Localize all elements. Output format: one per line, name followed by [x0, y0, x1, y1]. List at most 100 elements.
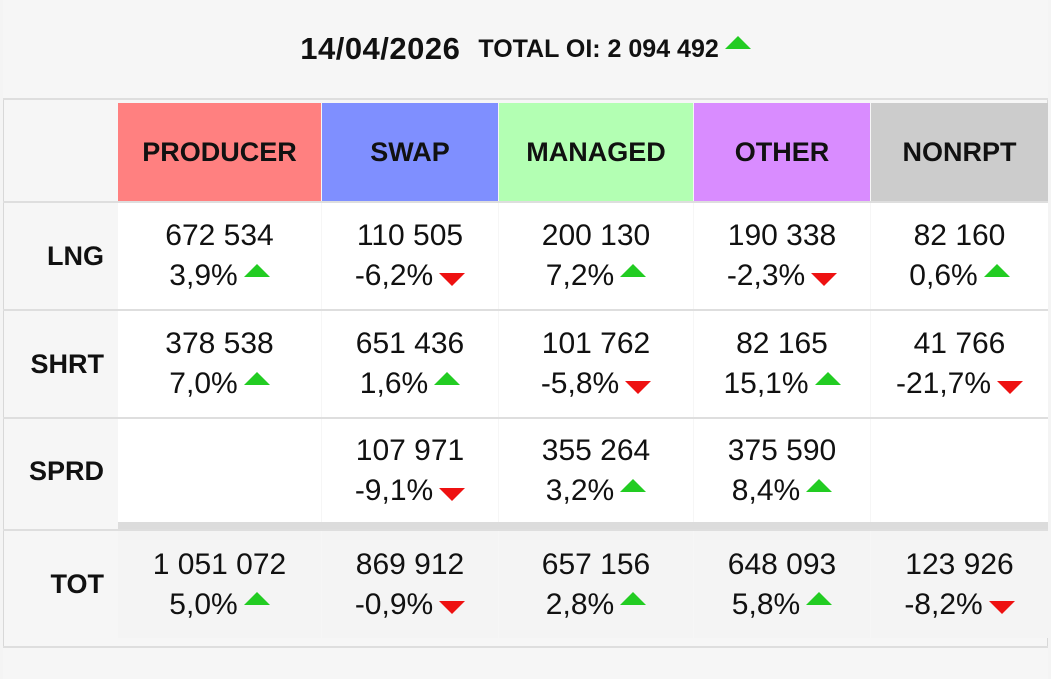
- table-cell: 110 505 -6,2%: [322, 203, 498, 309]
- cell-change: 5,8%: [731, 585, 833, 625]
- trend-up-icon: [243, 371, 270, 385]
- cell-change: 8,4%: [731, 471, 833, 511]
- cell-change: -21,7%: [895, 364, 1024, 404]
- row-divider: [3, 201, 1048, 203]
- total-separator: [118, 522, 1048, 529]
- table-cell: 82 160 0,6%: [871, 203, 1048, 309]
- table-cell: 101 762 -5,8%: [499, 311, 693, 417]
- table-cell: 107 971 -9,1%: [322, 419, 498, 523]
- column-header-managed: MANAGED: [499, 103, 693, 201]
- change-percent: -5,8%: [540, 367, 620, 400]
- trend-up-icon: [620, 478, 647, 492]
- report-header: 14/04/2026 TOTAL OI: 2 094 492: [3, 0, 1048, 100]
- row-divider: [3, 309, 1048, 311]
- cell-value: 648 093: [727, 547, 837, 581]
- row-divider: [3, 529, 1048, 531]
- table-cell: 869 912 -0,9%: [322, 531, 498, 638]
- change-percent: 2,8%: [545, 587, 615, 621]
- row-label-lng: LNG: [47, 240, 104, 271]
- row-label-sprd: SPRD: [28, 455, 104, 486]
- cell-change: 0,6%: [909, 256, 1010, 296]
- cell-value: 1 051 072: [152, 547, 287, 581]
- row-label-tot: TOT: [50, 569, 105, 599]
- cell-change: 15,1%: [723, 364, 841, 404]
- table-cell: 82 165 15,1%: [694, 311, 870, 417]
- change-percent: -9,1%: [354, 474, 434, 507]
- table-cell: 648 093 5,8%: [694, 531, 870, 638]
- trend-down-icon: [997, 380, 1024, 394]
- change-percent: -8,2%: [904, 587, 983, 621]
- footer-bar: [3, 646, 1048, 679]
- change-percent: 5,8%: [731, 587, 801, 621]
- change-percent: -0,9%: [354, 587, 434, 621]
- cell-change: 3,9%: [169, 256, 270, 296]
- row-label-shrt: SHRT: [30, 348, 105, 379]
- trend-down-icon: [439, 272, 466, 286]
- cell-change: -9,1%: [354, 471, 466, 511]
- change-percent: 3,9%: [169, 259, 238, 292]
- cell-change: -2,3%: [726, 256, 838, 296]
- table-cell: [118, 419, 321, 523]
- cell-value: 107 971: [355, 434, 465, 467]
- cell-value: 378 538: [165, 327, 274, 360]
- table-cell: 657 156 2,8%: [499, 531, 693, 638]
- trend-up-icon: [724, 35, 751, 49]
- cell-value: 355 264: [541, 434, 651, 467]
- cell-value: 190 338: [727, 219, 837, 252]
- trend-up-icon: [806, 592, 833, 606]
- table-cell: 651 436 1,6%: [322, 311, 498, 417]
- change-percent: 3,2%: [545, 474, 615, 507]
- total-oi: TOTAL OI: 2 094 492: [478, 34, 719, 63]
- column-header-other: OTHER: [694, 103, 870, 201]
- change-percent: 1,6%: [359, 367, 429, 400]
- table-cell: 378 538 7,0%: [118, 311, 321, 417]
- cell-value: 672 534: [165, 219, 274, 252]
- table-cell: 672 534 3,9%: [118, 203, 321, 309]
- trend-up-icon: [620, 592, 647, 606]
- cell-value: 375 590: [727, 434, 837, 467]
- cell-change: -8,2%: [904, 585, 1015, 625]
- table-cell: 1 051 072 5,0%: [118, 531, 321, 638]
- change-percent: -2,3%: [726, 259, 806, 292]
- cell-change: 7,2%: [545, 256, 647, 296]
- table-cell: 123 926 -8,2%: [871, 531, 1048, 638]
- cell-value: 869 912: [355, 547, 465, 581]
- cell-value: 657 156: [541, 547, 651, 581]
- cell-change: 2,8%: [545, 585, 647, 625]
- change-percent: 7,0%: [169, 367, 238, 400]
- change-percent: -21,7%: [895, 367, 992, 400]
- change-percent: 8,4%: [731, 474, 801, 507]
- trend-up-icon: [243, 263, 270, 277]
- row-divider: [3, 417, 1048, 419]
- cell-value: 651 436: [355, 327, 465, 360]
- change-percent: 15,1%: [723, 367, 809, 400]
- trend-down-icon: [625, 380, 652, 394]
- report-date: 14/04/2026: [300, 31, 461, 66]
- change-percent: 5,0%: [169, 587, 238, 621]
- trend-down-icon: [988, 601, 1015, 615]
- trend-down-icon: [439, 487, 466, 501]
- cell-change: -0,9%: [354, 585, 466, 625]
- cell-value: 123 926: [905, 547, 1014, 581]
- column-header-producer: PRODUCER: [118, 103, 321, 201]
- cell-value: 101 762: [541, 327, 651, 360]
- cell-change: 3,2%: [545, 471, 647, 511]
- trend-up-icon: [983, 263, 1010, 277]
- table-cell: 200 130 7,2%: [499, 203, 693, 309]
- trend-up-icon: [434, 371, 461, 385]
- cell-value: 41 766: [913, 327, 1006, 360]
- table-cell: 190 338 -2,3%: [694, 203, 870, 309]
- cell-change: 7,0%: [169, 364, 270, 404]
- trend-down-icon: [439, 601, 466, 615]
- trend-down-icon: [811, 272, 838, 286]
- cell-value: 200 130: [541, 219, 651, 252]
- cell-change: 1,6%: [359, 364, 461, 404]
- table-cell: 355 264 3,2%: [499, 419, 693, 523]
- table-cell: 375 590 8,4%: [694, 419, 870, 523]
- trend-up-icon: [243, 592, 270, 606]
- change-percent: 7,2%: [545, 259, 615, 292]
- table-cell: [871, 419, 1048, 523]
- column-header-swap: SWAP: [322, 103, 498, 201]
- trend-up-icon: [806, 478, 833, 492]
